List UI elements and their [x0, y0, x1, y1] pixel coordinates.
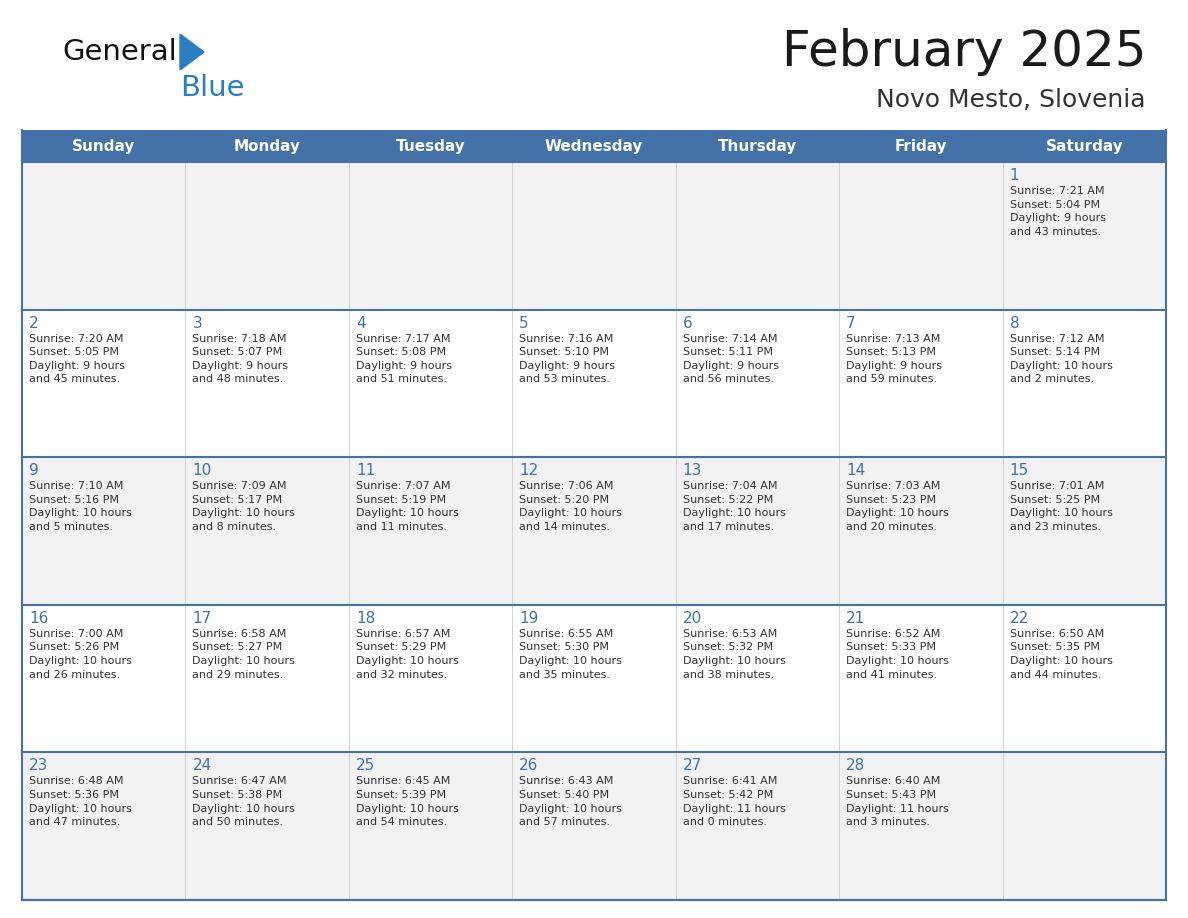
- Text: Friday: Friday: [895, 139, 947, 153]
- Bar: [23, 130, 1165, 162]
- Text: Sunrise: 7:00 AM
Sunset: 5:26 PM
Daylight: 10 hours
and 26 minutes.: Sunrise: 7:00 AM Sunset: 5:26 PM Dayligh…: [29, 629, 132, 679]
- Text: 9: 9: [29, 464, 39, 478]
- Text: Sunrise: 7:21 AM
Sunset: 5:04 PM
Daylight: 9 hours
and 43 minutes.: Sunrise: 7:21 AM Sunset: 5:04 PM Dayligh…: [1010, 186, 1106, 237]
- Text: 27: 27: [683, 758, 702, 773]
- Text: Thursday: Thursday: [718, 139, 797, 153]
- Text: Blue: Blue: [181, 74, 245, 102]
- Text: 8: 8: [1010, 316, 1019, 330]
- Bar: [23, 605, 1165, 753]
- Text: Tuesday: Tuesday: [396, 139, 466, 153]
- Text: 16: 16: [29, 610, 49, 626]
- Text: Sunrise: 6:57 AM
Sunset: 5:29 PM
Daylight: 10 hours
and 32 minutes.: Sunrise: 6:57 AM Sunset: 5:29 PM Dayligh…: [356, 629, 459, 679]
- Text: 19: 19: [519, 610, 538, 626]
- Text: Sunrise: 6:40 AM
Sunset: 5:43 PM
Daylight: 11 hours
and 3 minutes.: Sunrise: 6:40 AM Sunset: 5:43 PM Dayligh…: [846, 777, 949, 827]
- Text: Sunrise: 6:52 AM
Sunset: 5:33 PM
Daylight: 10 hours
and 41 minutes.: Sunrise: 6:52 AM Sunset: 5:33 PM Dayligh…: [846, 629, 949, 679]
- Bar: [23, 457, 1165, 605]
- Text: Wednesday: Wednesday: [545, 139, 643, 153]
- Text: Sunrise: 6:55 AM
Sunset: 5:30 PM
Daylight: 10 hours
and 35 minutes.: Sunrise: 6:55 AM Sunset: 5:30 PM Dayligh…: [519, 629, 623, 679]
- Text: Sunrise: 7:03 AM
Sunset: 5:23 PM
Daylight: 10 hours
and 20 minutes.: Sunrise: 7:03 AM Sunset: 5:23 PM Dayligh…: [846, 481, 949, 532]
- Text: Sunrise: 7:13 AM
Sunset: 5:13 PM
Daylight: 9 hours
and 59 minutes.: Sunrise: 7:13 AM Sunset: 5:13 PM Dayligh…: [846, 333, 942, 385]
- Text: Sunrise: 7:17 AM
Sunset: 5:08 PM
Daylight: 9 hours
and 51 minutes.: Sunrise: 7:17 AM Sunset: 5:08 PM Dayligh…: [356, 333, 451, 385]
- Text: Sunrise: 7:04 AM
Sunset: 5:22 PM
Daylight: 10 hours
and 17 minutes.: Sunrise: 7:04 AM Sunset: 5:22 PM Dayligh…: [683, 481, 785, 532]
- Text: Sunrise: 7:06 AM
Sunset: 5:20 PM
Daylight: 10 hours
and 14 minutes.: Sunrise: 7:06 AM Sunset: 5:20 PM Dayligh…: [519, 481, 623, 532]
- Text: Sunrise: 6:41 AM
Sunset: 5:42 PM
Daylight: 11 hours
and 0 minutes.: Sunrise: 6:41 AM Sunset: 5:42 PM Dayligh…: [683, 777, 785, 827]
- Text: 11: 11: [356, 464, 375, 478]
- Text: 1: 1: [1010, 168, 1019, 183]
- Text: 10: 10: [192, 464, 211, 478]
- Text: 4: 4: [356, 316, 366, 330]
- Text: 23: 23: [29, 758, 49, 773]
- Text: Saturday: Saturday: [1045, 139, 1123, 153]
- Text: 14: 14: [846, 464, 865, 478]
- Text: Sunrise: 6:43 AM
Sunset: 5:40 PM
Daylight: 10 hours
and 57 minutes.: Sunrise: 6:43 AM Sunset: 5:40 PM Dayligh…: [519, 777, 623, 827]
- Text: Sunrise: 7:07 AM
Sunset: 5:19 PM
Daylight: 10 hours
and 11 minutes.: Sunrise: 7:07 AM Sunset: 5:19 PM Dayligh…: [356, 481, 459, 532]
- Text: Sunrise: 7:20 AM
Sunset: 5:05 PM
Daylight: 9 hours
and 45 minutes.: Sunrise: 7:20 AM Sunset: 5:05 PM Dayligh…: [29, 333, 125, 385]
- Text: 7: 7: [846, 316, 855, 330]
- Text: 15: 15: [1010, 464, 1029, 478]
- Text: Sunrise: 7:09 AM
Sunset: 5:17 PM
Daylight: 10 hours
and 8 minutes.: Sunrise: 7:09 AM Sunset: 5:17 PM Dayligh…: [192, 481, 296, 532]
- Text: 28: 28: [846, 758, 865, 773]
- Text: Sunrise: 6:53 AM
Sunset: 5:32 PM
Daylight: 10 hours
and 38 minutes.: Sunrise: 6:53 AM Sunset: 5:32 PM Dayligh…: [683, 629, 785, 679]
- Text: 12: 12: [519, 464, 538, 478]
- Text: 18: 18: [356, 610, 375, 626]
- Text: 25: 25: [356, 758, 375, 773]
- Text: 26: 26: [519, 758, 538, 773]
- Text: Sunday: Sunday: [72, 139, 135, 153]
- Text: Sunrise: 6:48 AM
Sunset: 5:36 PM
Daylight: 10 hours
and 47 minutes.: Sunrise: 6:48 AM Sunset: 5:36 PM Dayligh…: [29, 777, 132, 827]
- Text: 2: 2: [29, 316, 39, 330]
- Text: Sunrise: 6:45 AM
Sunset: 5:39 PM
Daylight: 10 hours
and 54 minutes.: Sunrise: 6:45 AM Sunset: 5:39 PM Dayligh…: [356, 777, 459, 827]
- Text: Sunrise: 6:47 AM
Sunset: 5:38 PM
Daylight: 10 hours
and 50 minutes.: Sunrise: 6:47 AM Sunset: 5:38 PM Dayligh…: [192, 777, 296, 827]
- Text: Sunrise: 6:50 AM
Sunset: 5:35 PM
Daylight: 10 hours
and 44 minutes.: Sunrise: 6:50 AM Sunset: 5:35 PM Dayligh…: [1010, 629, 1112, 679]
- Bar: [23, 162, 1165, 309]
- Text: 6: 6: [683, 316, 693, 330]
- Text: General: General: [62, 38, 177, 66]
- Polygon shape: [181, 34, 204, 70]
- Text: Sunrise: 7:01 AM
Sunset: 5:25 PM
Daylight: 10 hours
and 23 minutes.: Sunrise: 7:01 AM Sunset: 5:25 PM Dayligh…: [1010, 481, 1112, 532]
- Text: Monday: Monday: [234, 139, 301, 153]
- Text: 17: 17: [192, 610, 211, 626]
- Text: 5: 5: [519, 316, 529, 330]
- Text: Sunrise: 7:14 AM
Sunset: 5:11 PM
Daylight: 9 hours
and 56 minutes.: Sunrise: 7:14 AM Sunset: 5:11 PM Dayligh…: [683, 333, 778, 385]
- Text: 21: 21: [846, 610, 865, 626]
- Bar: [23, 309, 1165, 457]
- Text: 22: 22: [1010, 610, 1029, 626]
- Text: 20: 20: [683, 610, 702, 626]
- Text: 13: 13: [683, 464, 702, 478]
- Text: 24: 24: [192, 758, 211, 773]
- Text: Sunrise: 7:12 AM
Sunset: 5:14 PM
Daylight: 10 hours
and 2 minutes.: Sunrise: 7:12 AM Sunset: 5:14 PM Dayligh…: [1010, 333, 1112, 385]
- Text: Sunrise: 7:18 AM
Sunset: 5:07 PM
Daylight: 9 hours
and 48 minutes.: Sunrise: 7:18 AM Sunset: 5:07 PM Dayligh…: [192, 333, 289, 385]
- Text: Novo Mesto, Slovenia: Novo Mesto, Slovenia: [877, 88, 1146, 112]
- Text: 3: 3: [192, 316, 202, 330]
- Text: February 2025: February 2025: [782, 28, 1146, 76]
- Text: Sunrise: 6:58 AM
Sunset: 5:27 PM
Daylight: 10 hours
and 29 minutes.: Sunrise: 6:58 AM Sunset: 5:27 PM Dayligh…: [192, 629, 296, 679]
- Text: Sunrise: 7:10 AM
Sunset: 5:16 PM
Daylight: 10 hours
and 5 minutes.: Sunrise: 7:10 AM Sunset: 5:16 PM Dayligh…: [29, 481, 132, 532]
- Bar: [23, 753, 1165, 900]
- Text: Sunrise: 7:16 AM
Sunset: 5:10 PM
Daylight: 9 hours
and 53 minutes.: Sunrise: 7:16 AM Sunset: 5:10 PM Dayligh…: [519, 333, 615, 385]
